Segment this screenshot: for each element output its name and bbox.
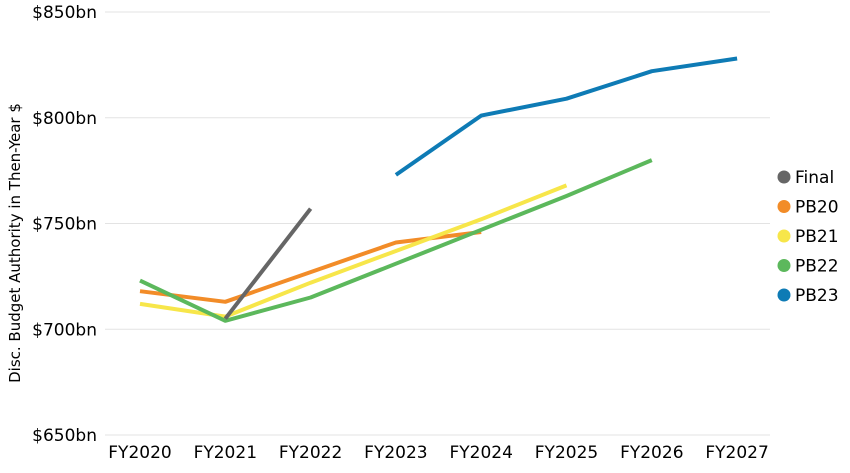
series-lines — [139, 56, 738, 323]
x-tick-label: FY2021 — [194, 443, 257, 463]
y-tick-label: $650bn — [32, 426, 97, 446]
legend-label-final: Final — [795, 168, 834, 188]
y-tick-label: $850bn — [32, 3, 97, 23]
legend-label-pb21: PB21 — [795, 227, 839, 247]
legend-label-pb23: PB23 — [795, 286, 839, 306]
x-tick-label: FY2027 — [705, 443, 768, 463]
series-line-pb20 — [139, 230, 482, 304]
legend-marker-final — [777, 170, 791, 184]
legend: Final PB20 PB21 PB22 PB23 — [777, 168, 839, 306]
legend-label-pb20: PB20 — [795, 198, 839, 218]
series-line-pb23 — [394, 56, 738, 177]
legend-marker-pb21 — [777, 229, 791, 243]
series-line-pb22 — [139, 158, 653, 323]
gridlines — [105, 11, 770, 436]
y-tick-label: $700bn — [32, 320, 97, 340]
legend-marker-pb23 — [777, 288, 791, 302]
x-tick-label: FY2022 — [279, 443, 342, 463]
series-line-pb21 — [139, 183, 568, 319]
y-axis-tick-labels: $650bn $700bn $750bn $800bn $850bn — [32, 3, 97, 446]
x-tick-label: FY2026 — [620, 443, 683, 463]
x-tick-label: FY2024 — [449, 443, 512, 463]
series-line-final — [223, 207, 313, 320]
legend-marker-pb22 — [777, 259, 791, 272]
x-tick-label: FY2025 — [535, 443, 598, 463]
legend-label-pb22: PB22 — [795, 257, 839, 277]
x-tick-label: FY2020 — [108, 443, 171, 463]
x-tick-label: FY2023 — [364, 443, 427, 463]
y-tick-label: $800bn — [32, 109, 97, 129]
y-axis-title: Disc. Budget Authority in Then-Year $ — [6, 103, 24, 383]
x-axis-tick-labels: FY2020 FY2021 FY2022 FY2023 FY2024 FY2025 FY20… — [108, 443, 769, 463]
legend-marker-pb20 — [777, 200, 791, 213]
y-tick-label: $750bn — [32, 215, 97, 235]
